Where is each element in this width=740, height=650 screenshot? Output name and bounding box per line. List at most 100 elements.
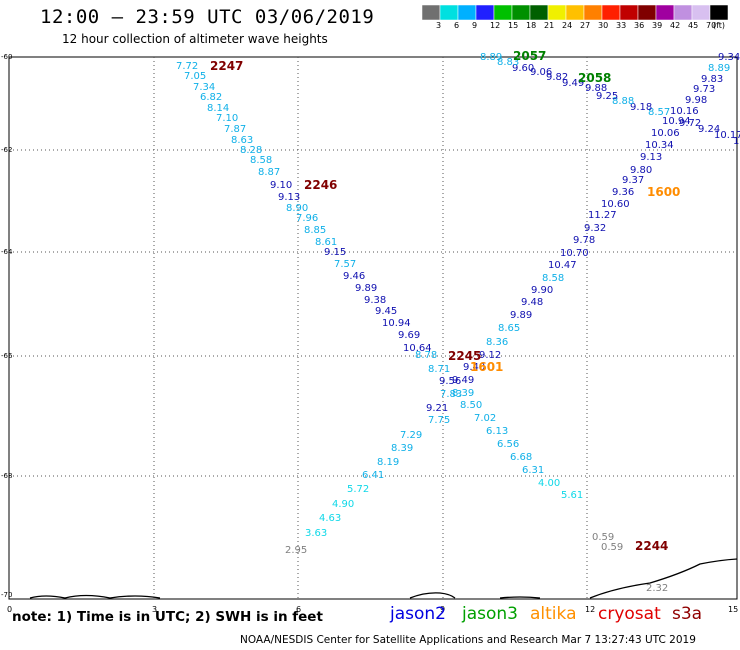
lon-tick-label: 0: [7, 605, 12, 614]
swh-value: 9.25: [596, 91, 618, 102]
swh-value: 9.32: [584, 223, 606, 234]
swh-value: 8.63: [231, 135, 253, 146]
swh-value: 10.60: [601, 199, 630, 210]
lon-tick-label: 6: [296, 605, 301, 614]
swh-value: 7.83: [440, 389, 462, 400]
swh-value: 7.75: [428, 415, 450, 426]
swh-value: 9.13: [640, 152, 662, 163]
swh-value: 8.14: [207, 103, 229, 114]
swh-value: 8.61: [315, 237, 337, 248]
legend-jason2: jason2: [390, 604, 446, 624]
scale-tick-label: 12: [490, 21, 501, 30]
swh-value: 9.13: [278, 192, 300, 203]
scale-tick-label: 24: [562, 21, 573, 30]
scale-tick-label: 39: [652, 21, 663, 30]
pass-label: 1600: [647, 185, 680, 199]
swh-value: 9.15: [324, 247, 346, 258]
swh-value: 7.57: [334, 259, 356, 270]
swh-value: 7.72: [176, 61, 198, 72]
legend-altika: altika: [530, 604, 577, 624]
swh-value: 8.87: [258, 167, 280, 178]
scale-tick-label: 36: [634, 21, 645, 30]
swh-value: 8.88: [612, 96, 634, 107]
swh-value: 8.90: [286, 203, 308, 214]
swh-value: 8.65: [498, 323, 520, 334]
swh-value: 10.16: [670, 106, 699, 117]
scale-tick-label: 27: [580, 21, 591, 30]
swh-value: 7.29: [400, 430, 422, 441]
swh-value: 2.95: [285, 545, 307, 556]
swh-value: 7.02: [474, 413, 496, 424]
swh-value: 10.34: [645, 140, 674, 151]
swh-value: 9.80: [630, 165, 652, 176]
pass-labels: 2247 2246 2245 2244 2057 2058 1600 1601: [210, 49, 680, 553]
swh-value: 8.36: [486, 337, 508, 348]
swh-value: 8.58: [542, 273, 564, 284]
swh-value: 9.38: [364, 295, 386, 306]
swh-value: 2.32: [646, 583, 668, 594]
swh-value: 10.94: [662, 116, 691, 127]
page-subtitle: 12 hour collection of altimeter wave hei…: [62, 32, 328, 46]
swh-value: 8.78: [415, 350, 437, 361]
scale-tick-label: 15: [508, 21, 519, 30]
swh-value: 8.83: [497, 57, 519, 68]
swh-value: 9.06: [530, 67, 552, 78]
color-scale-bar: [422, 5, 729, 21]
swh-value: 8.57: [648, 107, 670, 118]
swh-value: 8.71: [428, 364, 450, 375]
swh-value: 9.12: [479, 350, 501, 361]
lat-tick-label: -62: [1, 146, 12, 154]
swh-value: 11.27: [588, 210, 617, 221]
lat-tick-label: -68: [1, 472, 12, 480]
swh-value: 5.61: [561, 490, 583, 501]
swh-value: 8.89: [708, 63, 730, 74]
swh-value: 8.85: [304, 225, 326, 236]
swh-value: 10.94: [382, 318, 411, 329]
lon-tick-label: 3: [152, 605, 157, 614]
swh-value: 4.90: [332, 499, 354, 510]
swh-value: 9.56: [439, 376, 461, 387]
scale-tick-label: 6: [454, 21, 460, 30]
swh-value: 7.34: [193, 82, 215, 93]
pass-label: 2246: [304, 178, 337, 192]
swh-value: 8.19: [377, 457, 399, 468]
swh-value: 9.49: [562, 78, 584, 89]
swh-value: 0.59: [592, 532, 614, 543]
swh-value: 9.10: [270, 180, 292, 191]
swh-value: 8.89: [480, 52, 502, 63]
swh-value: 9.24: [698, 124, 720, 135]
scale-tick-label: 9: [472, 21, 478, 30]
lat-tick-label: -64: [1, 248, 13, 256]
scale-tick-label: 70: [706, 21, 717, 30]
swh-value: 9.83: [701, 74, 723, 85]
altika-track: 0.590.59 2.32 5.614.00 6.31 6.68 6.56 6.13 7.02…: [452, 52, 740, 594]
scale-tick-label: 45: [688, 21, 699, 30]
scale-tick-label: 30: [598, 21, 609, 30]
swh-value: 6.41: [362, 470, 384, 481]
swh-value: 6.13: [486, 426, 508, 437]
cryosat-track: 7.727.057.346.828.147.107.878.638.288.58…: [176, 61, 485, 556]
swh-value: 9.45: [375, 306, 397, 317]
swh-value: 9.89: [510, 310, 532, 321]
swh-value: 10.17: [714, 130, 740, 141]
lat-tick-label: -60: [1, 53, 12, 61]
swh-value: 9.82: [546, 72, 568, 83]
legend-cryosat: cryosat: [598, 604, 661, 624]
swh-value: 6.31: [522, 465, 544, 476]
swh-value: 5.72: [347, 484, 369, 495]
legend-s3a: s3a: [672, 604, 703, 624]
swh-value: 3.63: [305, 528, 327, 539]
swh-value: 10.47: [548, 260, 577, 271]
swh-value: 8.39: [452, 388, 474, 399]
swh-value: 9.89: [355, 283, 377, 294]
swh-value: 6.56: [497, 439, 519, 450]
swh-value: 9.88: [585, 83, 607, 94]
axis-labels: 0 3 6 9 12 15 -60 -62 -64 -66 -68 -70: [1, 53, 738, 614]
grid-lines: [9, 57, 737, 599]
swh-value: 8.50: [460, 400, 482, 411]
scale-tick-label: 18: [526, 21, 537, 30]
scale-tick-label: 3: [436, 21, 442, 30]
pass-label: 2057: [513, 49, 546, 63]
legend-note: note: 1) Time is in UTC; 2) SWH is in fe…: [12, 609, 323, 625]
swh-value: 8.39: [391, 443, 413, 454]
